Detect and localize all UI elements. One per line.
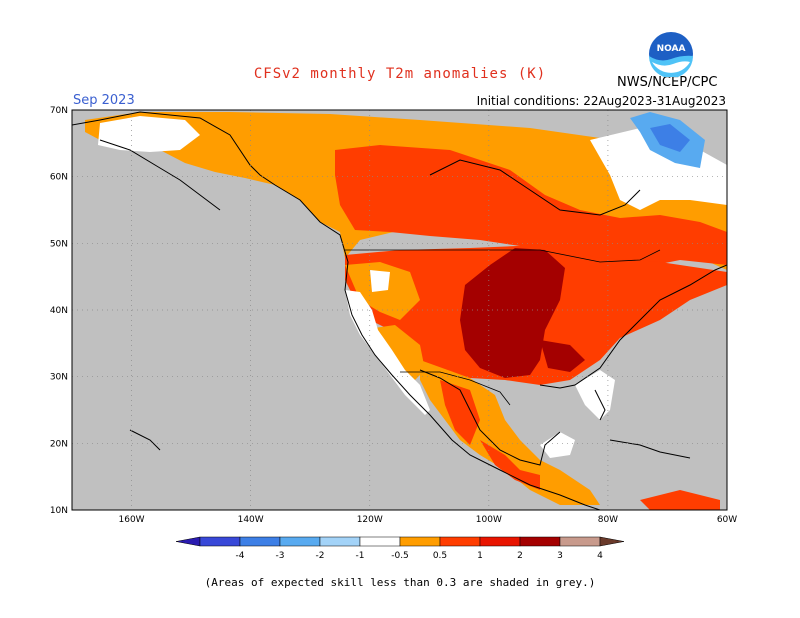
legend-color-box bbox=[519, 536, 561, 547]
legend-color-box bbox=[479, 536, 521, 547]
country-borders bbox=[345, 249, 661, 406]
map-title: CFSv2 monthly T2m anomalies (K) bbox=[253, 66, 547, 82]
legend-color-box bbox=[359, 536, 401, 547]
noaa-logo: NOAA bbox=[649, 32, 693, 77]
longitude-label: 140W bbox=[238, 515, 264, 525]
latitude-label: 30N bbox=[50, 373, 68, 383]
longitude-label: 100W bbox=[476, 515, 502, 525]
longitude-label: 60W bbox=[717, 515, 737, 525]
gridlines bbox=[72, 110, 727, 510]
skill-note: (Areas of expected skill less than 0.3 a… bbox=[204, 576, 596, 589]
legend-color-box bbox=[319, 536, 361, 547]
latitude-label: 60N bbox=[50, 173, 68, 183]
agency-label: NWS/NCEP/CPC bbox=[617, 75, 718, 90]
legend-color-box bbox=[559, 536, 601, 547]
legend-label: -2 bbox=[316, 551, 325, 561]
neutral-region-alaska bbox=[98, 116, 200, 152]
longitude-label: 80W bbox=[598, 515, 618, 525]
legend-min-arrow bbox=[175, 536, 201, 547]
legend-color-box bbox=[239, 536, 281, 547]
legend-label: -0.5 bbox=[391, 551, 409, 561]
warm-anomaly-region-canada bbox=[335, 145, 727, 268]
latitude-labels: 70N 60N 50N 40N 30N 20N 10N bbox=[50, 106, 68, 516]
latitude-label: 50N bbox=[50, 239, 68, 249]
strong-warm-anomaly-region bbox=[460, 248, 565, 378]
color-legend: -4 -3 -2 -1 -0.5 0.5 1 2 3 4 bbox=[175, 536, 625, 561]
longitude-label: 120W bbox=[357, 515, 383, 525]
legend-label: 4 bbox=[597, 551, 603, 561]
legend-color-box bbox=[199, 536, 241, 547]
legend-label: 2 bbox=[517, 551, 523, 561]
legend-label: 3 bbox=[557, 551, 563, 561]
legend-color-box bbox=[279, 536, 321, 547]
legend-label: 1 bbox=[477, 551, 483, 561]
legend-label: 0.5 bbox=[433, 551, 447, 561]
legend-label: -3 bbox=[276, 551, 285, 561]
forecast-period: Sep 2023 bbox=[73, 93, 135, 108]
legend-max-arrow bbox=[599, 536, 625, 547]
latitude-label: 40N bbox=[50, 306, 68, 316]
latitude-label: 70N bbox=[50, 106, 68, 116]
legend-color-box bbox=[399, 536, 441, 547]
initial-conditions: Initial conditions: 22Aug2023-31Aug2023 bbox=[476, 94, 726, 108]
legend-color-box bbox=[439, 536, 481, 547]
coastlines bbox=[72, 111, 727, 510]
map-frame bbox=[71, 109, 728, 511]
longitude-label: 160W bbox=[119, 515, 145, 525]
legend-label: -1 bbox=[356, 551, 365, 561]
noaa-logo-text: NOAA bbox=[657, 44, 686, 54]
longitude-labels: 160W 140W 120W 100W 80W 60W bbox=[119, 515, 738, 525]
legend-label: -4 bbox=[236, 551, 245, 561]
latitude-label: 20N bbox=[50, 439, 68, 449]
latitude-label: 10N bbox=[50, 506, 68, 516]
